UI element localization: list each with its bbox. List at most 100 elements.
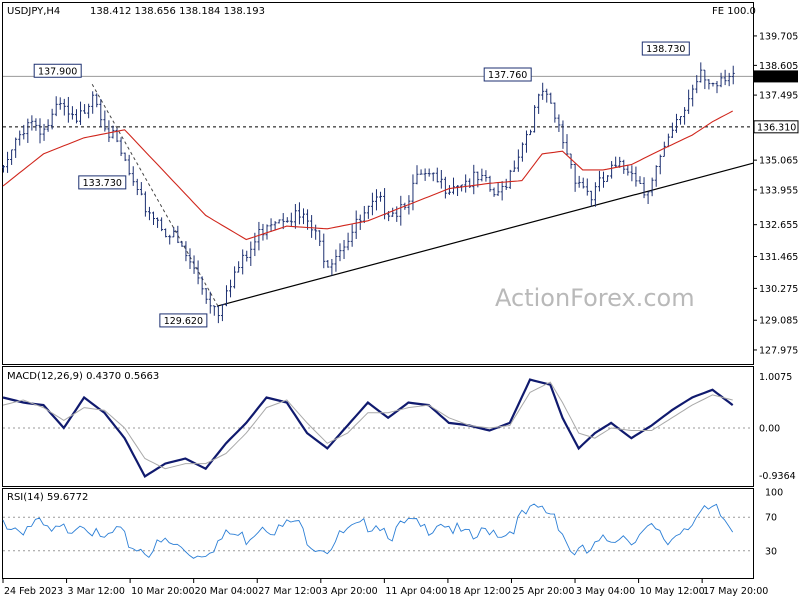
price-bar [143,191,147,217]
rsi-title: RSI(14) 59.6772 [7,492,88,503]
price-axis-label: 133.955 [759,185,798,196]
price-bar [273,221,277,231]
price-bar [411,174,415,211]
price-bar [585,178,589,196]
price-bar [658,154,662,175]
price-bar [634,166,638,187]
rsi-layer [2,503,753,559]
price-bar [18,130,22,146]
price-bar [614,156,618,168]
price-bar [674,113,678,133]
macd-axis-label: 0.00 [759,424,780,435]
price-bar [2,165,5,173]
price-bar [184,241,188,262]
price-bar [642,177,646,199]
price-bar [699,62,703,83]
price-bar [314,224,318,240]
current-price-box-bg [754,70,798,83]
price-bar [346,232,350,251]
price-bar [715,81,719,94]
price-axis-label: 138.605 [759,61,798,72]
rsi-axis-label: 70 [765,513,777,524]
macd-panel-frame [2,366,754,487]
x-axis-label: 3 May 04:00 [576,586,635,597]
price-bar [204,288,208,304]
moving-average-line [2,110,733,241]
price-bar [533,105,537,133]
price-annotation: 137.900 [33,63,82,78]
price-annotation: 129.620 [159,313,208,328]
price-bar [350,224,354,247]
price-bar [545,88,549,103]
price-bar [188,248,192,269]
price-bar [662,141,666,157]
price-bar [115,128,119,143]
price-bar [42,123,46,141]
price-bar [237,261,241,273]
price-bar [512,160,516,172]
price-bar [322,233,326,269]
rsi-panel-frame [2,488,754,579]
price-bar [472,164,476,195]
x-axis-label: 27 Mar 12:00 [258,586,321,597]
price-bar [379,191,383,202]
price-bar [79,101,83,125]
price-bar [297,202,301,225]
price-bar [723,69,727,86]
price-bar [58,97,62,110]
price-annotation: 138.730 [641,41,690,56]
support-trendline [217,162,754,307]
price-bar [569,153,573,169]
price-bar [577,175,581,188]
annotation-box [33,63,82,78]
level-label: 136.310 [757,122,796,133]
price-bar [200,276,204,295]
price-bar [62,98,66,116]
level-box: 136.310 [753,120,799,134]
price-bar [711,82,715,87]
price-bar [99,98,103,128]
x-axis-label: 10 May 12:00 [640,586,705,597]
price-bar [269,218,273,232]
price-bar [172,227,176,238]
price-bar [618,156,622,168]
price-bar [74,109,78,124]
price-bar [606,175,610,182]
price-bar [330,258,334,276]
annotation-box [483,67,532,82]
symbol-label: USDJPY,H4 [7,6,60,17]
price-bar [127,154,131,176]
price-annotation: 137.760 [483,67,532,82]
price-bar [168,234,172,245]
price-bar [95,93,99,108]
price-bar [83,104,87,114]
price-bar [70,106,74,120]
price-bar [241,249,245,275]
annotation-box [641,41,690,56]
price-bar [54,96,58,117]
price-bar [22,124,26,140]
price-bar [229,279,233,298]
price-bar [370,192,374,216]
price-bar [456,185,460,196]
price-bar [285,217,289,223]
price-axis-label: 135.065 [759,156,798,167]
price-bar [435,167,439,183]
x-axis-label: 3 Mar 12:00 [68,586,125,597]
price-bar [646,191,650,205]
price-bar [602,171,605,188]
price-bar [176,225,180,244]
price-bar [14,137,18,158]
price-bar [508,169,512,189]
price-bar [281,213,285,230]
x-axis-label: 17 May 20:00 [703,586,768,597]
x-axis-label: 20 Mar 04:00 [195,586,258,597]
price-bar [679,116,683,125]
price-bar [529,129,533,136]
price-bar [265,224,269,240]
price-annotation: 133.730 [78,175,127,190]
price-axis-label: 139.705 [759,31,798,42]
price-bar [208,291,212,314]
projection-line [91,84,219,307]
